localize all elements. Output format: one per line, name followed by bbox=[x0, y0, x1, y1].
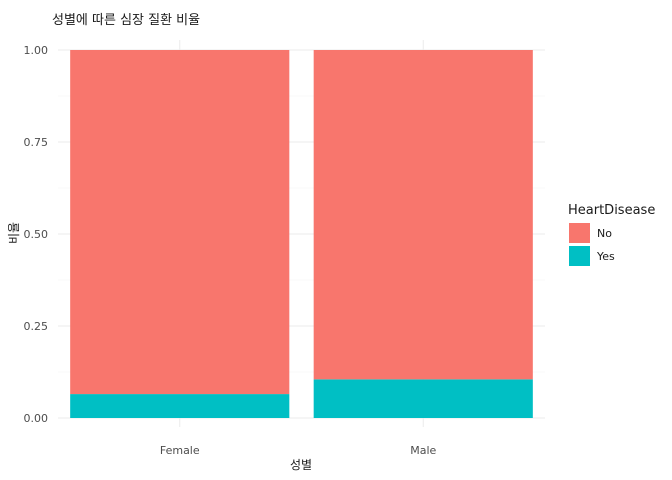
bar-female-no bbox=[70, 50, 290, 395]
legend: No Yes bbox=[569, 223, 615, 266]
chart-title: 성별에 따른 심장 질환 비율 bbox=[52, 13, 200, 28]
y-tick-label: 0.00 bbox=[24, 412, 49, 425]
x-tick-label: Male bbox=[410, 444, 436, 457]
y-tick-label: 0.75 bbox=[24, 136, 49, 149]
legend-label-no: No bbox=[597, 227, 612, 240]
x-axis-label: 성별 bbox=[290, 458, 312, 472]
bar-female-yes bbox=[70, 394, 290, 418]
y-axis-ticks: 0.00 0.25 0.50 0.75 1.00 bbox=[24, 44, 49, 425]
legend-swatch-no bbox=[569, 223, 590, 243]
x-axis-ticks: Female Male bbox=[160, 444, 437, 457]
y-tick-label: 1.00 bbox=[24, 44, 49, 57]
y-axis-label: 비율 bbox=[7, 222, 21, 244]
bar-male-no bbox=[313, 50, 533, 380]
y-tick-label: 0.25 bbox=[24, 320, 49, 333]
y-tick-label: 0.50 bbox=[24, 228, 49, 241]
legend-swatch-yes bbox=[569, 246, 590, 266]
bar-male-yes bbox=[313, 379, 533, 418]
legend-title: HeartDisease bbox=[568, 203, 655, 218]
legend-label-yes: Yes bbox=[596, 250, 615, 263]
x-tick-label: Female bbox=[160, 444, 200, 457]
bars bbox=[70, 50, 533, 418]
